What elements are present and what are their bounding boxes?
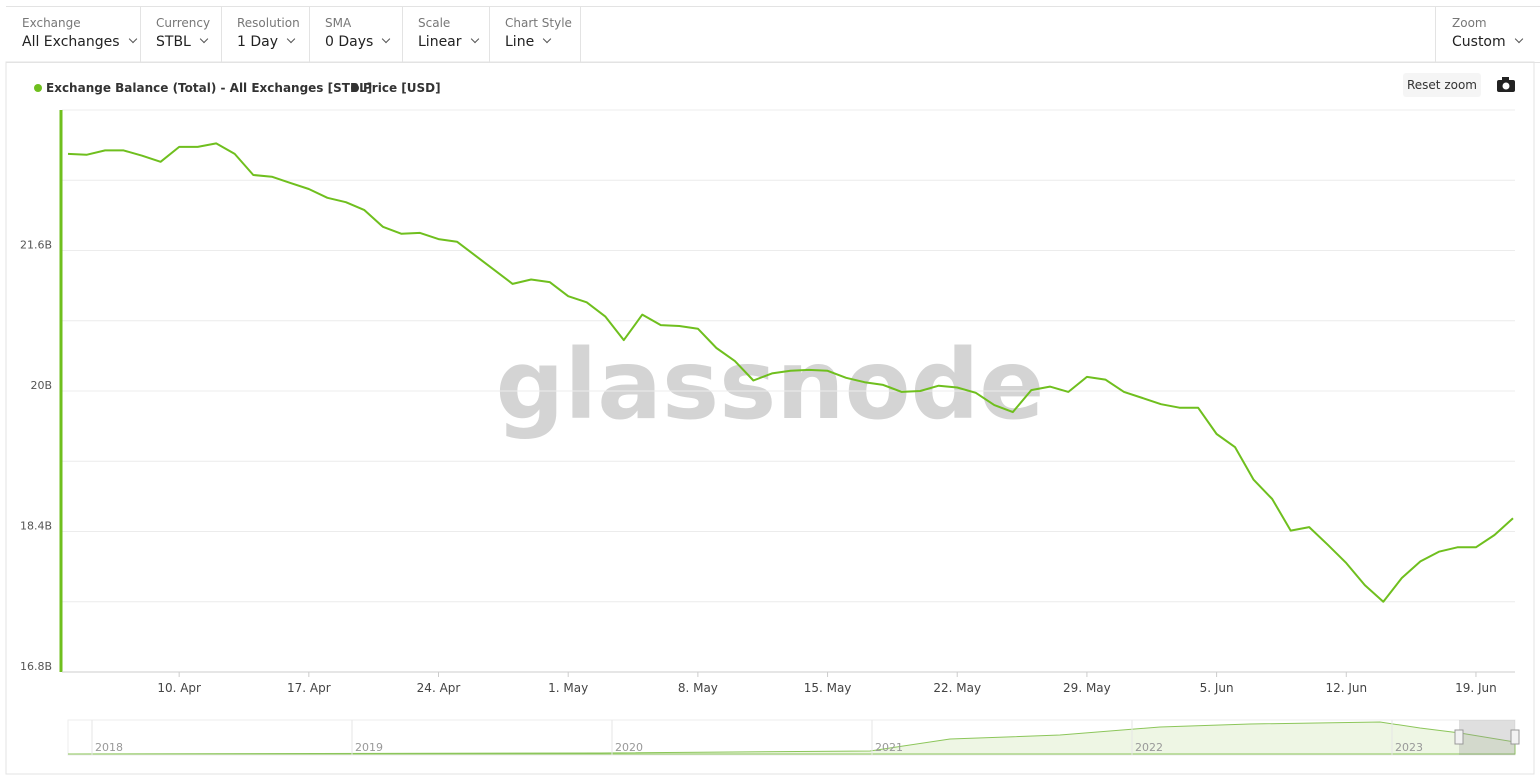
dropdown[interactable]: Chart Style Line [489, 7, 581, 62]
dropdown-label: Scale [418, 16, 451, 30]
legend-marker [351, 84, 359, 92]
x-tick-label: 29. May [1063, 681, 1111, 695]
zoom-dropdown[interactable]: Zoom Custom [1435, 7, 1540, 62]
navigator-label: 2019 [355, 741, 383, 754]
dropdown-value: Line [505, 34, 580, 50]
dropdown[interactable]: Resolution 1 Day [221, 7, 310, 62]
navigator-handle[interactable] [1454, 729, 1464, 745]
navigator-area [67, 721, 1516, 755]
x-tick-label: 8. May [678, 681, 718, 695]
dropdown-label: SMA [325, 16, 352, 30]
chart-frame [5, 61, 1535, 775]
dropdown[interactable]: Scale Linear [402, 7, 490, 62]
dropdown-label: Exchange [22, 16, 81, 30]
dropdown-value: All Exchanges [22, 34, 140, 50]
navigator-window [1459, 720, 1515, 755]
toolbar: Exchange All Exchanges Currency STBL Resolut… [6, 6, 1540, 63]
x-tick-label: 5. Jun [1200, 681, 1234, 695]
navigator-label: 2020 [615, 741, 643, 754]
x-tick-label: 24. Apr [417, 681, 461, 695]
reset-zoom-label: Reset zoom [1407, 78, 1477, 92]
y-tick-label: 20B [30, 379, 52, 392]
navigator-label: 2021 [875, 741, 903, 754]
series-line [67, 142, 1514, 603]
dropdown-label: Resolution [237, 16, 300, 30]
navigator-label: 2023 [1395, 741, 1423, 754]
camera-icon[interactable] [1497, 77, 1515, 92]
y-tick-label: 21.6B [20, 239, 52, 252]
watermark: glassnode [496, 329, 1045, 441]
navigator-handle[interactable] [1510, 729, 1520, 745]
dropdown-value: 0 Days [325, 34, 402, 50]
x-tick-label: 19. Jun [1455, 681, 1497, 695]
dropdown-label: Currency [156, 16, 211, 30]
x-tick-label: 12. Jun [1325, 681, 1367, 695]
y-tick-label: 18.4B [20, 520, 52, 533]
legend-label: Price [USD] [363, 81, 441, 95]
dropdown[interactable]: SMA 0 Days [309, 7, 403, 62]
x-tick-label: 17. Apr [287, 681, 331, 695]
dropdown-label: Chart Style [505, 16, 572, 30]
x-tick-label: 1. May [548, 681, 588, 695]
dropdown-value: Custom [1452, 34, 1540, 50]
reset-zoom-button[interactable] [1403, 73, 1481, 97]
dropdown[interactable]: Exchange All Exchanges [6, 7, 141, 62]
x-tick-label: 10. Apr [157, 681, 201, 695]
dropdown-value: Linear [418, 34, 489, 50]
navigator-label: 2022 [1135, 741, 1163, 754]
dropdown[interactable]: Currency STBL [140, 7, 222, 62]
y-tick-label: 16.8B [20, 660, 52, 673]
dropdown-value: 1 Day [237, 34, 309, 50]
dropdown-label: Zoom [1452, 16, 1487, 30]
navigator-label: 2018 [95, 741, 123, 754]
x-tick-label: 15. May [804, 681, 852, 695]
legend-marker [34, 84, 42, 92]
dropdown-value: STBL [156, 34, 221, 50]
legend-label: Exchange Balance (Total) - All Exchanges… [46, 81, 372, 95]
x-tick-label: 22. May [933, 681, 981, 695]
